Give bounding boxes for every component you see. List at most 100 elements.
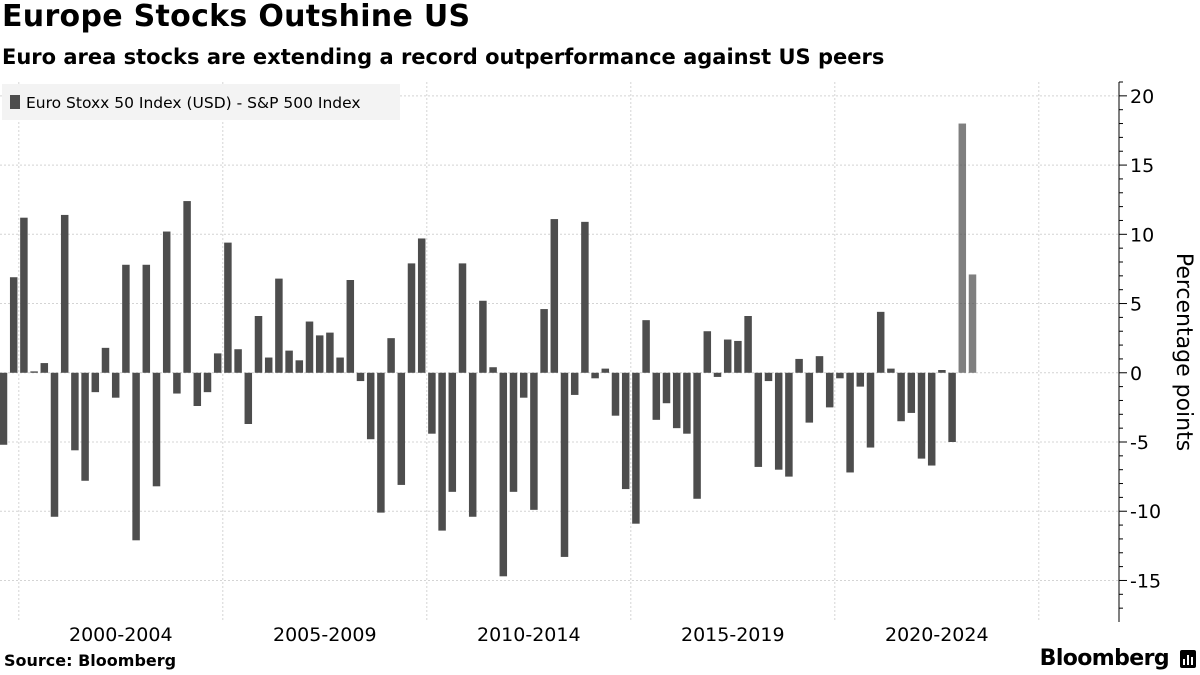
y-tick-label: -15	[1130, 570, 1161, 592]
bar	[326, 332, 334, 373]
bar	[611, 372, 620, 416]
bar-series	[0, 123, 977, 577]
bar	[40, 363, 49, 373]
bar	[570, 372, 579, 395]
bar	[693, 372, 701, 499]
bar	[785, 372, 793, 477]
bar	[621, 372, 630, 490]
bar	[601, 368, 610, 373]
y-tick-label: -5	[1130, 432, 1149, 454]
bar	[479, 300, 487, 373]
bloomberg-logo: Bloomberg	[1039, 646, 1170, 671]
bar	[264, 357, 273, 373]
bar	[703, 331, 712, 373]
bar	[887, 368, 895, 373]
y-tick-label: 0	[1130, 363, 1142, 385]
bar	[713, 372, 722, 377]
bar	[203, 372, 212, 393]
bar	[193, 372, 202, 406]
bar	[30, 371, 38, 373]
bar	[530, 372, 538, 510]
bar	[315, 335, 324, 373]
bar	[876, 311, 885, 373]
bar	[244, 372, 253, 424]
bar	[234, 349, 242, 373]
bar	[917, 372, 926, 459]
bar	[458, 263, 467, 373]
bar	[428, 372, 436, 434]
bar	[91, 372, 100, 393]
bar	[907, 372, 916, 413]
y-tick-label: 10	[1130, 224, 1154, 246]
bar	[213, 353, 222, 373]
bar	[356, 372, 365, 382]
bloomberg-terminal-icon	[1180, 650, 1196, 668]
bar	[581, 221, 589, 373]
bar	[50, 372, 59, 517]
legend-label: Euro Stoxx 50 Index (USD) - S&P 500 Inde…	[26, 94, 361, 112]
bar	[173, 372, 181, 394]
bar	[162, 231, 171, 373]
bar	[397, 372, 406, 485]
bar	[815, 356, 824, 373]
bar	[856, 372, 865, 387]
bar	[275, 278, 283, 373]
bar	[0, 372, 8, 445]
y-tick-label: 20	[1130, 86, 1154, 108]
x-tick-label: 2015-2019	[681, 624, 785, 646]
y-tick-label: 15	[1130, 155, 1154, 177]
bar	[417, 238, 426, 373]
bar	[448, 372, 457, 492]
bar	[111, 372, 120, 398]
bar	[509, 372, 518, 492]
bar	[81, 372, 89, 481]
bar	[927, 372, 936, 466]
bar	[377, 372, 385, 513]
bar	[101, 347, 110, 373]
bar	[407, 263, 416, 373]
bar	[662, 372, 671, 404]
bar	[948, 372, 956, 442]
y-axis: 20 15 10 5 0 -5 -10 -15	[1118, 81, 1161, 622]
bar	[632, 372, 640, 524]
y-tick-label: -10	[1130, 501, 1161, 523]
x-tick-label: 2010-2014	[477, 624, 581, 646]
bar	[71, 372, 79, 451]
bar	[438, 372, 446, 531]
bar	[866, 372, 875, 448]
bar	[468, 372, 477, 517]
bar	[938, 370, 946, 373]
bar	[285, 350, 293, 373]
bar	[387, 338, 395, 373]
legend-swatch	[10, 95, 20, 109]
bar	[683, 372, 691, 434]
bar	[754, 372, 763, 467]
bar	[122, 264, 130, 373]
bar	[540, 309, 548, 373]
gridlines	[0, 82, 1118, 622]
bar	[60, 214, 69, 373]
bar	[591, 372, 599, 379]
x-tick-label: 2020-2024	[885, 624, 989, 646]
chart-title: Europe Stocks Outshine US	[2, 0, 471, 34]
source-note: Source: Bloomberg	[4, 651, 177, 670]
bar	[132, 372, 140, 541]
bar	[795, 358, 803, 373]
bar	[519, 372, 528, 398]
bar	[560, 372, 569, 557]
x-tick-label: 2005-2009	[273, 624, 377, 646]
bar	[968, 274, 977, 373]
bar	[9, 277, 18, 373]
bar	[652, 372, 661, 420]
bar	[305, 321, 314, 373]
bar	[336, 357, 344, 373]
x-axis-labels: 2000-2004 2005-2009 2010-2014 2015-2019 2020…	[69, 624, 989, 646]
bar	[642, 320, 650, 373]
bar	[846, 372, 854, 473]
bar	[805, 372, 814, 423]
bar	[366, 372, 375, 440]
bar	[489, 367, 497, 373]
x-tick-label: 2000-2004	[69, 624, 173, 646]
legend-box	[2, 84, 400, 120]
